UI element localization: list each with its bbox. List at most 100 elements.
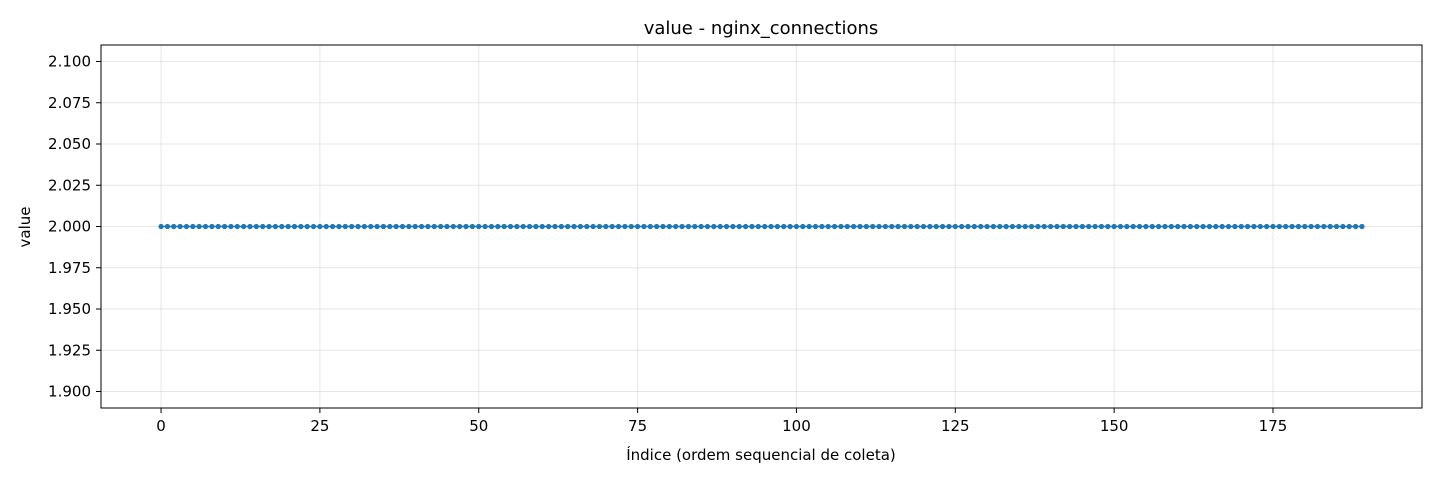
data-point [457, 223, 463, 230]
data-point [749, 223, 755, 230]
data-point [285, 223, 291, 230]
data-point [342, 223, 348, 230]
data-point [704, 223, 711, 230]
data-point [654, 223, 660, 230]
data-point [1200, 223, 1206, 230]
data-point [476, 223, 482, 230]
data-point [1302, 223, 1308, 230]
data-point [520, 223, 526, 230]
data-point [330, 223, 336, 230]
data-point [914, 223, 920, 230]
data-point [723, 223, 730, 230]
data-point [361, 223, 367, 230]
data-point [539, 223, 545, 230]
data-point [844, 223, 850, 230]
data-point [158, 223, 164, 230]
data-point [482, 223, 488, 230]
data-point [959, 223, 965, 230]
data-point [806, 223, 812, 230]
data-point [501, 223, 507, 230]
data-point [1124, 223, 1130, 230]
data-point [164, 223, 170, 230]
data-point [546, 223, 552, 230]
data-point [1016, 223, 1022, 230]
data-point [882, 223, 889, 230]
data-point [1041, 223, 1047, 230]
data-point [228, 223, 234, 230]
data-point [1175, 223, 1181, 230]
data-point [469, 223, 475, 230]
data-point [895, 223, 901, 230]
data-point [647, 223, 653, 230]
data-point [634, 223, 641, 230]
data-point [793, 223, 800, 230]
y-tick-label: 1.900 [48, 383, 91, 401]
data-point [552, 223, 558, 230]
data-point [939, 223, 946, 230]
data-point [272, 223, 279, 230]
data-point [495, 223, 501, 230]
data-point [1225, 223, 1232, 230]
data-point [768, 223, 774, 230]
data-point [349, 223, 355, 230]
data-point [425, 223, 431, 230]
data-point [596, 223, 603, 230]
data-point [1359, 223, 1365, 230]
y-axis-label: value [16, 207, 34, 248]
data-point [310, 223, 317, 230]
data-point [355, 223, 361, 230]
x-tick-label: 100 [782, 417, 811, 435]
data-point [990, 223, 997, 230]
data-point [755, 223, 761, 230]
data-point [736, 223, 742, 230]
data-point [558, 223, 564, 230]
data-point [1117, 223, 1124, 230]
data-point [838, 223, 844, 230]
data-point [1187, 223, 1193, 230]
data-point [196, 223, 202, 230]
data-point [927, 223, 933, 230]
data-point [1060, 223, 1066, 230]
data-point [221, 223, 228, 230]
data-point [615, 223, 622, 230]
data-point [1213, 223, 1219, 230]
data-point [444, 223, 450, 230]
data-point [406, 223, 412, 230]
data-point [526, 223, 533, 230]
data-point [812, 223, 819, 230]
data-point [1079, 223, 1085, 230]
data-point [1143, 223, 1149, 230]
data-point [571, 223, 577, 230]
data-point [825, 223, 831, 230]
data-point [323, 223, 329, 230]
data-point [1308, 223, 1314, 230]
data-point [387, 223, 393, 230]
data-point [1162, 223, 1168, 230]
data-point [1028, 223, 1035, 230]
y-tick-label: 1.950 [48, 300, 91, 318]
x-tick-label: 175 [1259, 417, 1288, 435]
data-point [1333, 223, 1340, 230]
data-point [946, 223, 952, 230]
data-point [1340, 223, 1346, 230]
data-point [1156, 223, 1162, 230]
data-point [1264, 223, 1270, 230]
data-point [1130, 223, 1136, 230]
data-point [399, 223, 406, 230]
data-point [253, 223, 259, 230]
data-point [933, 223, 939, 230]
data-point [247, 223, 253, 230]
data-point [1073, 223, 1079, 230]
data-point [908, 223, 914, 230]
data-point [463, 223, 469, 230]
data-point [431, 223, 437, 230]
data-point [1136, 223, 1143, 230]
data-point [889, 223, 895, 230]
x-tick-label: 75 [628, 417, 647, 435]
y-axis: 1.900 1.925 1.950 1.975 2.000 2.025 2.050 2.075… [48, 53, 101, 401]
data-point [1244, 223, 1251, 230]
data-point [374, 223, 380, 230]
data-point [603, 223, 609, 230]
data-point [762, 223, 768, 230]
